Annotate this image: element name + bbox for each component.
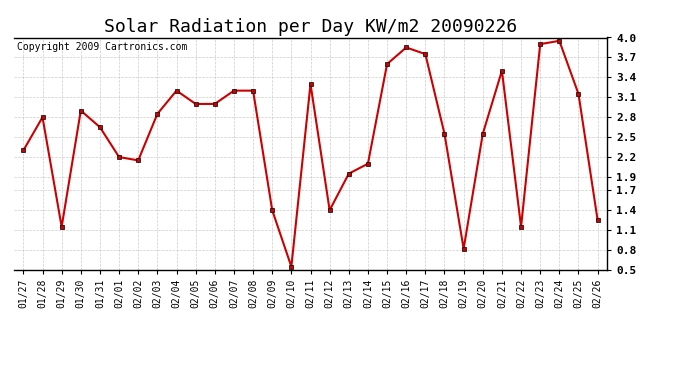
- Title: Solar Radiation per Day KW/m2 20090226: Solar Radiation per Day KW/m2 20090226: [104, 18, 517, 36]
- Text: Copyright 2009 Cartronics.com: Copyright 2009 Cartronics.com: [17, 42, 187, 52]
